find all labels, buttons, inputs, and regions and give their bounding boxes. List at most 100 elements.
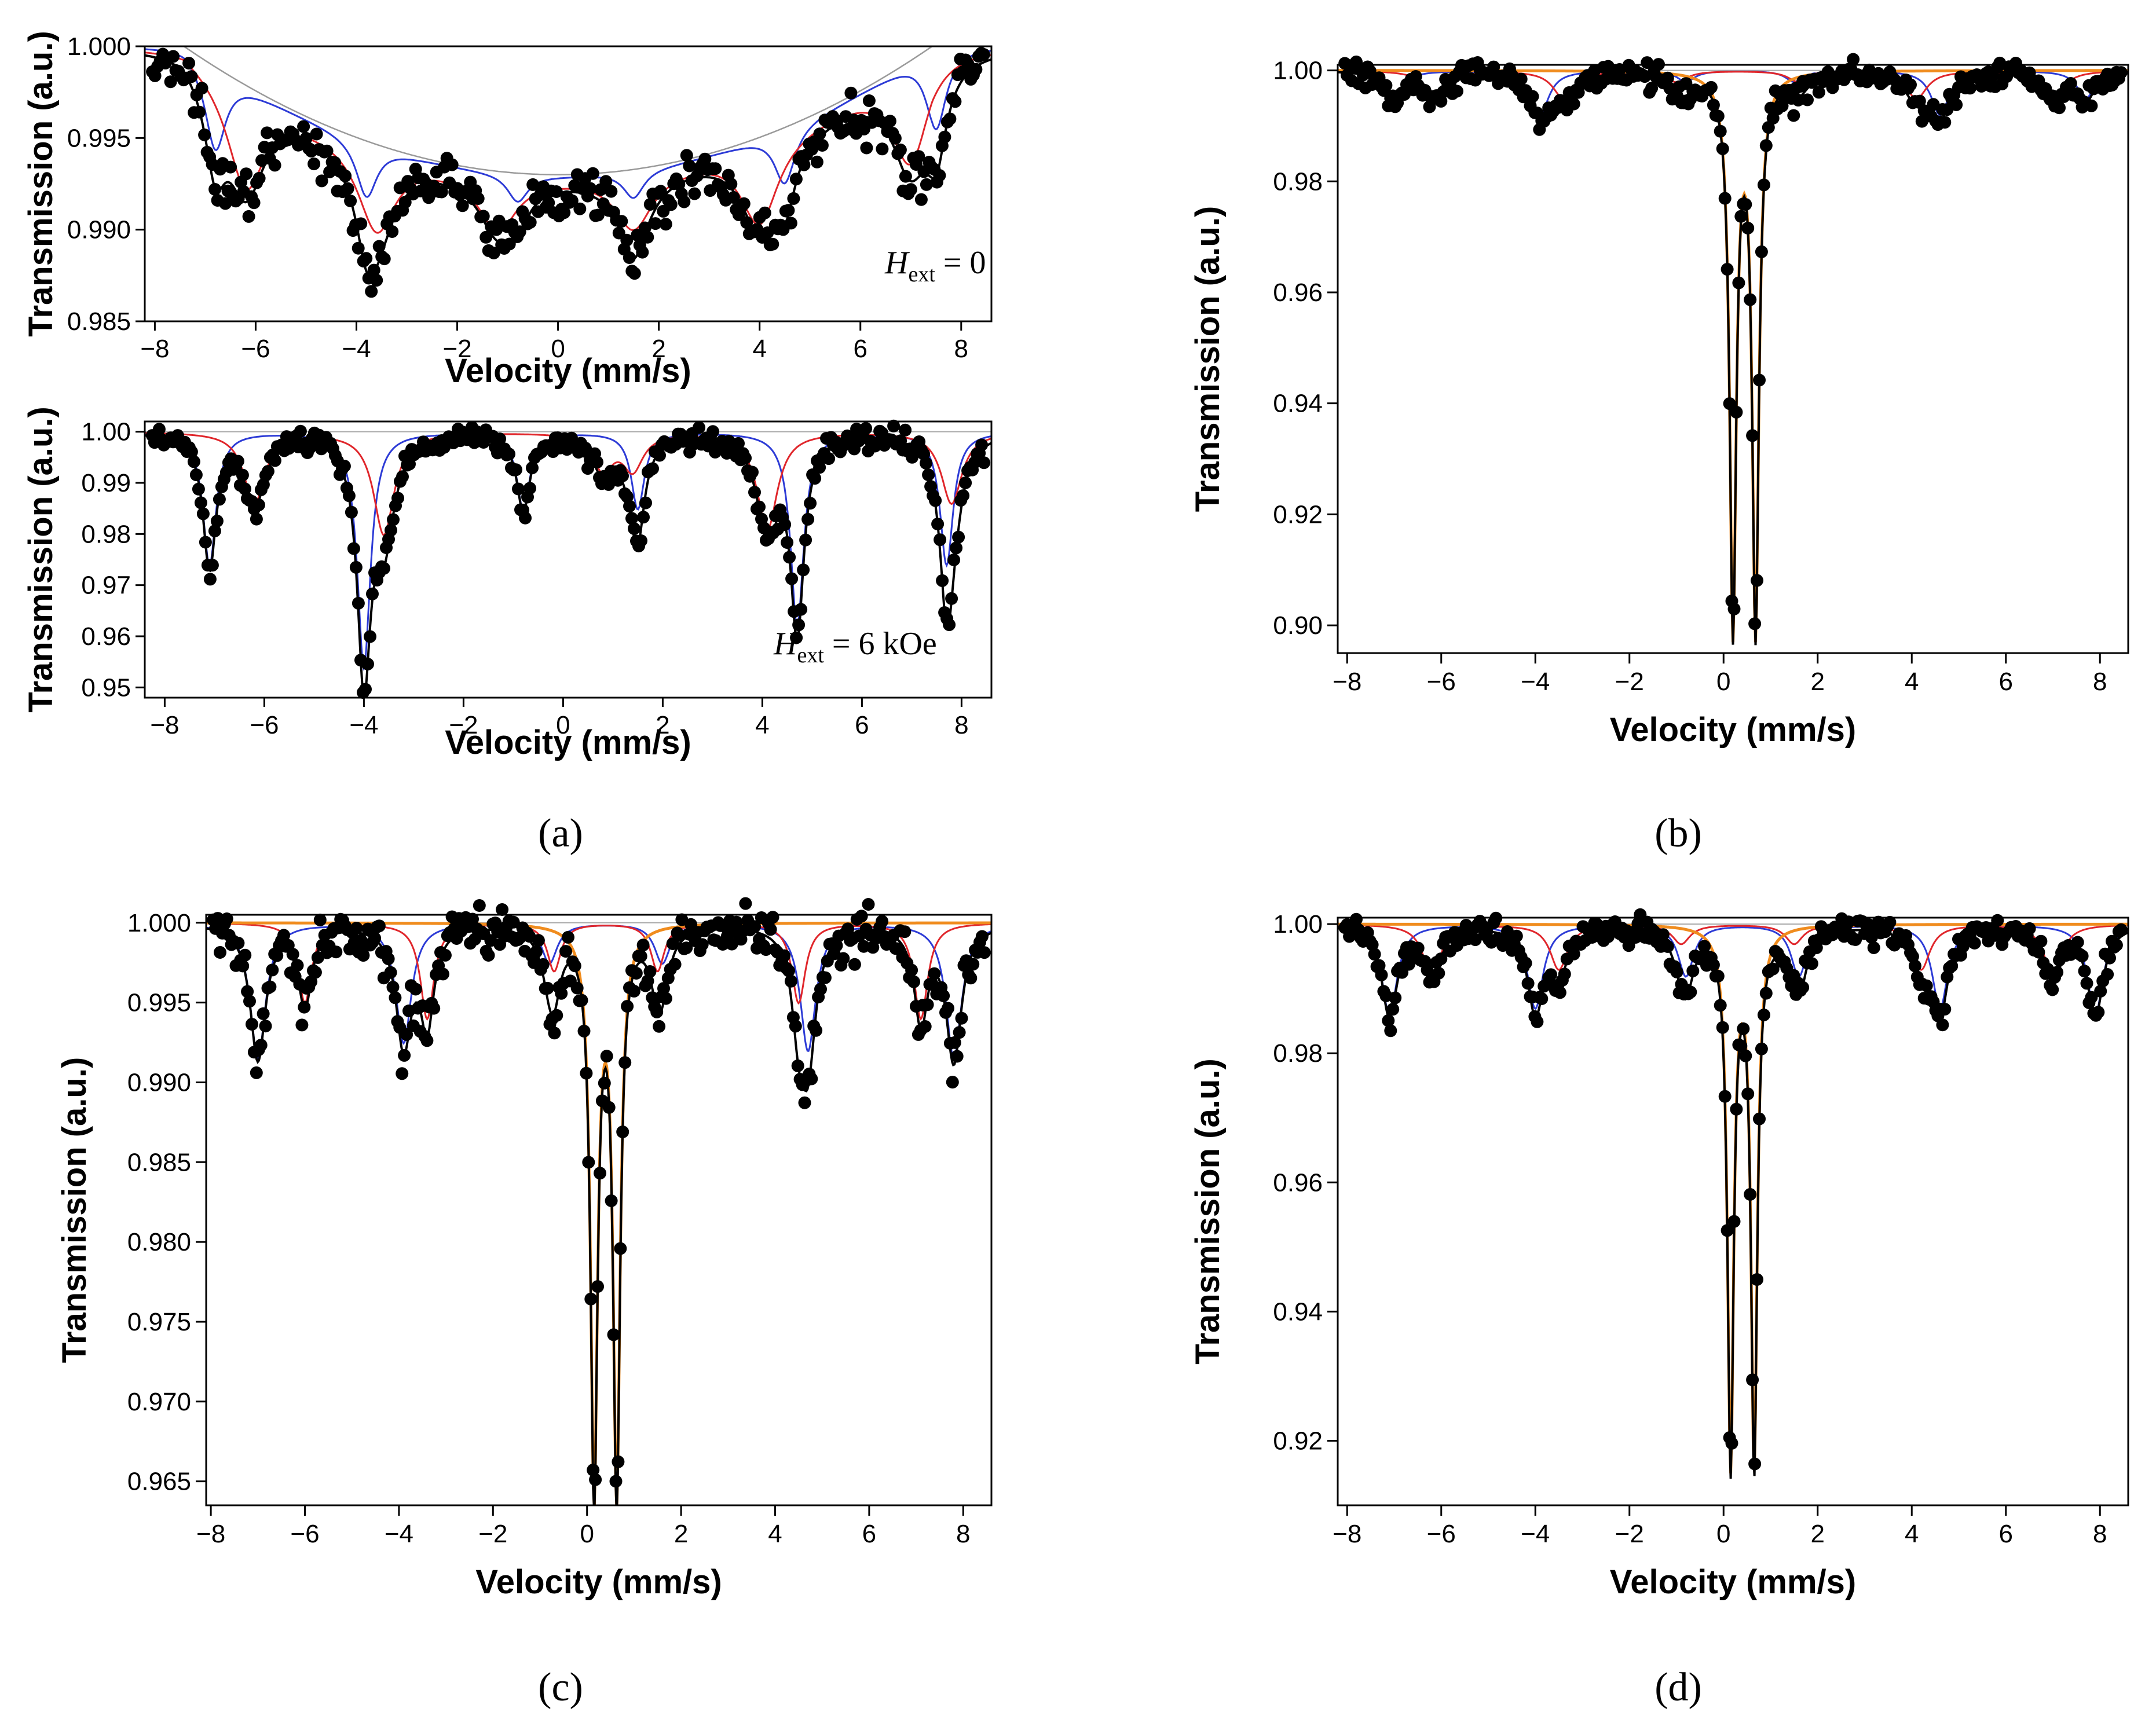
data-point [912, 150, 925, 163]
data-point [724, 177, 738, 190]
x-tick-label: −6 [1427, 668, 1456, 696]
data-point [680, 149, 693, 162]
y-tick-label: 0.92 [1273, 1427, 1323, 1455]
x-tick-label: −4 [385, 1520, 413, 1548]
data-point [586, 167, 599, 180]
data-point [862, 94, 876, 107]
y-tick-label: 0.96 [81, 622, 131, 651]
data-point [435, 185, 448, 199]
data-point [805, 1072, 818, 1086]
x-axis-label: Velocity (mm/s) [1610, 711, 1856, 749]
y-tick-label: 0.98 [1273, 1039, 1323, 1068]
data-point [473, 899, 486, 912]
data-point [899, 423, 912, 437]
data-point [313, 914, 327, 926]
data-point [370, 274, 383, 287]
data-point [841, 922, 855, 936]
x-axis-label: Velocity (mm/s) [445, 352, 691, 390]
data-point [693, 421, 705, 434]
data-point [231, 454, 244, 468]
data-point [789, 1020, 802, 1033]
data-point [696, 938, 709, 951]
data-point [308, 157, 321, 171]
data-point [978, 456, 991, 470]
x-tick-label: −8 [140, 335, 169, 363]
x-tick-label: −6 [250, 711, 279, 739]
plot-frame [1337, 917, 2129, 1506]
data-point [978, 946, 991, 959]
data-point [634, 950, 647, 963]
data-point [969, 63, 983, 76]
data-point [2023, 922, 2036, 935]
data-point [250, 512, 263, 526]
plot-frame [144, 45, 993, 322]
data-point [195, 82, 208, 95]
x-tick-label: 2 [656, 711, 669, 739]
data-point [496, 903, 509, 916]
data-point [649, 217, 662, 230]
data-point [164, 75, 177, 89]
y-tick-label: 0.985 [67, 307, 131, 336]
data-point [584, 182, 597, 195]
y-tick-label: 1.000 [67, 32, 131, 61]
x-tick-label: 2 [674, 1520, 688, 1548]
data-point [1698, 940, 1711, 953]
data-point [766, 237, 779, 251]
x-tick-label: −6 [1427, 1520, 1456, 1548]
data-point [1384, 1024, 1397, 1038]
data-point [1661, 71, 1674, 85]
x-tick-label: 2 [1811, 1520, 1825, 1548]
data-point [698, 152, 712, 166]
data-point [1641, 56, 1654, 69]
data-point [946, 1076, 959, 1089]
data-point [898, 925, 912, 939]
y-tick-label: 0.96 [1273, 278, 1323, 307]
data-point [1913, 94, 1926, 108]
y-tick-label: 0.995 [127, 989, 191, 1017]
data-point [1510, 929, 1523, 943]
data-point [519, 511, 532, 525]
data-point [250, 1066, 263, 1079]
data-point [224, 160, 237, 174]
data-point [541, 981, 554, 995]
data-point [876, 915, 889, 928]
data-point [1787, 109, 1800, 122]
data-point [605, 185, 618, 198]
data-point [445, 158, 459, 171]
data-point [427, 1002, 441, 1015]
x-tick-label: 4 [1905, 1520, 1919, 1548]
data-point [330, 945, 343, 959]
data-point [532, 934, 545, 947]
data-point [859, 422, 873, 435]
total-fit-curve [145, 434, 991, 698]
data-point [1904, 78, 1917, 91]
x-tick-label: 0 [1716, 1520, 1730, 1548]
data-point [559, 945, 572, 958]
data-point [210, 515, 224, 527]
data-point [323, 166, 336, 178]
data-point [310, 127, 323, 141]
x-tick-label: −8 [150, 711, 179, 739]
plot-frame [1337, 64, 2129, 654]
x-tick-label: 6 [1999, 1520, 2013, 1548]
data-point [822, 452, 836, 465]
data-point [1801, 93, 1814, 107]
data-point [2110, 939, 2123, 952]
x-tick-label: −4 [349, 711, 378, 739]
data-point [653, 449, 666, 462]
panel-caption-b: (b) [1654, 811, 1702, 856]
data-point [837, 952, 850, 965]
data-point [294, 424, 307, 438]
y-axis-label: Transmission (a.u.) [22, 31, 60, 337]
data-point [739, 452, 752, 465]
x-tick-label: 8 [2093, 668, 2107, 696]
data-point [203, 573, 217, 586]
x-tick-label: −4 [342, 335, 371, 363]
data-point [247, 196, 261, 210]
chart-panel-b: −8 −6 −4 −2 0 2 4 6 8 0.90 0.92 0.94 0.96 0.98 1.00 Vel… [1189, 53, 2129, 749]
y-tick-label: 0.975 [127, 1308, 191, 1336]
data-point [240, 167, 253, 181]
x-tick-label: −8 [196, 1520, 225, 1548]
data-point [277, 929, 290, 942]
x-tick-label: −4 [1521, 1520, 1550, 1548]
